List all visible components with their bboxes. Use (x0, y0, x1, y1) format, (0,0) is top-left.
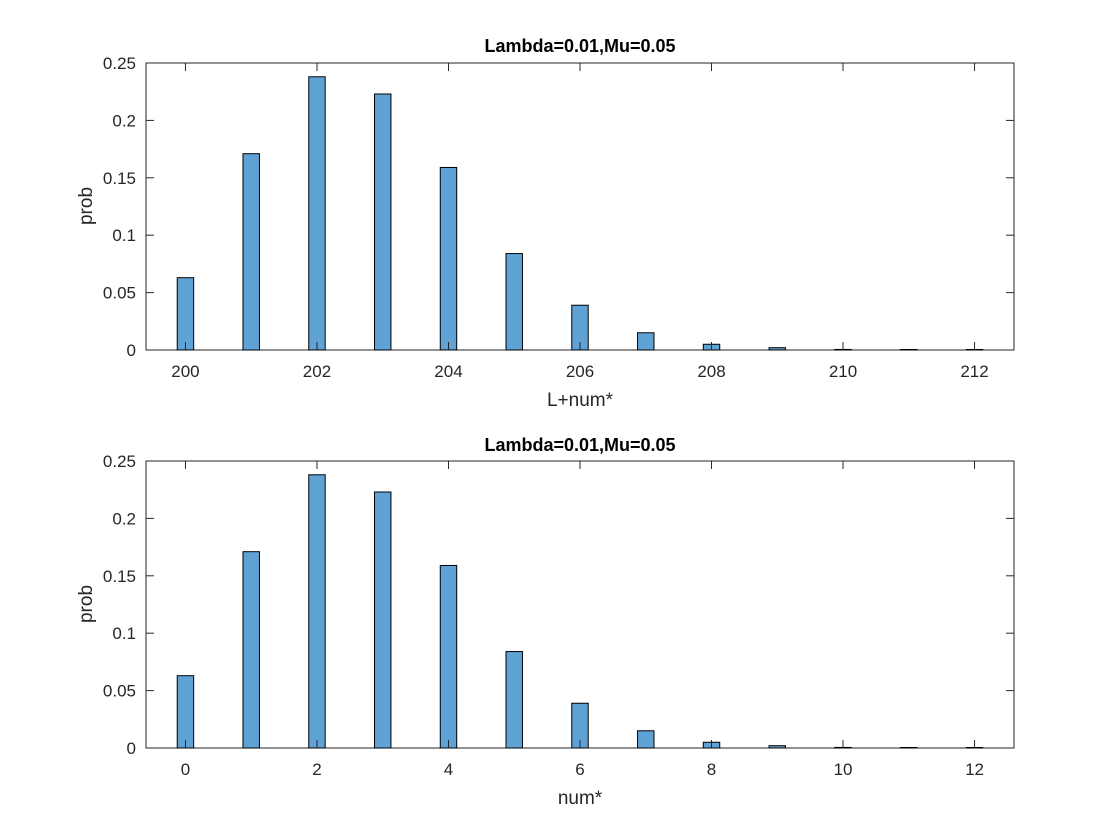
top-bar-205 (505, 253, 523, 351)
bottom-x-tick-label: 0 (181, 760, 190, 779)
bottom-chart-title: Lambda=0.01,Mu=0.05 (484, 435, 675, 455)
top-bar-200 (176, 277, 195, 351)
bottom-x-tick-label: 10 (834, 760, 853, 779)
bottom-x-tick-label: 4 (444, 760, 453, 779)
top-x-tick-label: 202 (303, 362, 331, 381)
top-y-tick-label: 0.05 (103, 284, 136, 303)
top-chart-title: Lambda=0.01,Mu=0.05 (484, 36, 675, 56)
top-subplot: Lambda=0.01,Mu=0.05 200 202 204 206 208 210 21… (76, 36, 1015, 411)
bottom-bar-7 (637, 730, 655, 749)
bottom-x-axis-label: num* (558, 788, 603, 809)
bottom-y-axis-label: prob (76, 585, 97, 623)
top-x-axis-label: L+num* (547, 390, 614, 411)
top-x-tick-label: 210 (829, 362, 857, 381)
top-y-tick-label: 0.25 (103, 54, 136, 73)
top-bar-211 (900, 349, 918, 351)
bottom-x-tick-label: 2 (312, 760, 321, 779)
top-bar-203 (374, 93, 392, 351)
bottom-bar-5 (505, 651, 523, 749)
bottom-y-tick-label: 0.15 (103, 567, 136, 586)
bottom-bar-3 (374, 491, 392, 749)
top-x-tick-label: 200 (171, 362, 199, 381)
bottom-ticks: 0 2 4 6 8 10 12 0 0.05 0.1 0.15 0.2 0.25 (103, 452, 1014, 779)
bottom-bar-9 (768, 745, 786, 749)
top-x-tick-label: 206 (566, 362, 594, 381)
top-bar-204 (439, 166, 458, 351)
bottom-y-tick-label: 0 (127, 739, 136, 758)
top-ticks: 200 202 204 206 208 210 212 0 0.05 0.1 0.15 0.2 0.25 (103, 54, 1014, 381)
top-bars (176, 76, 984, 351)
top-y-tick-label: 0 (127, 341, 136, 360)
top-x-tick-label: 208 (697, 362, 725, 381)
bottom-y-tick-label: 0.2 (112, 509, 136, 528)
top-bar-202 (308, 76, 326, 351)
bottom-bar-2 (308, 474, 326, 749)
bottom-y-tick-label: 0.05 (103, 682, 136, 701)
top-x-tick-label: 212 (960, 362, 988, 381)
top-bar-201 (242, 153, 260, 351)
bottom-x-tick-label: 12 (965, 760, 984, 779)
bottom-x-tick-label: 6 (575, 760, 584, 779)
top-y-tick-label: 0.15 (103, 169, 136, 188)
bottom-bars (176, 474, 984, 749)
top-y-tick-label: 0.1 (112, 226, 136, 245)
bottom-bar-1 (242, 551, 260, 749)
bottom-bar-11 (900, 747, 918, 749)
top-x-tick-label: 204 (434, 362, 462, 381)
bottom-bar-0 (176, 675, 195, 749)
bottom-y-tick-label: 0.25 (103, 452, 136, 471)
top-y-axis-label: prob (76, 187, 97, 225)
bottom-x-tick-label: 8 (707, 760, 716, 779)
bottom-y-tick-label: 0.1 (112, 624, 136, 643)
top-bar-209 (768, 347, 786, 351)
bottom-subplot: Lambda=0.01,Mu=0.05 0 2 4 6 8 10 12 0 0.05 0.1 0.1… (76, 435, 1015, 809)
bottom-bar-4 (439, 564, 458, 749)
top-bar-207 (637, 332, 655, 351)
top-y-tick-label: 0.2 (112, 111, 136, 130)
